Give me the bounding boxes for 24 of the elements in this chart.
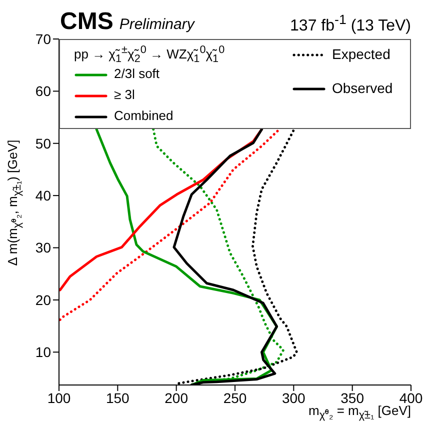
legend-label: 2/3l soft bbox=[114, 66, 160, 81]
x-tick-label: 100 bbox=[47, 390, 71, 406]
y-tick-label: 60 bbox=[35, 83, 52, 100]
x-tick-label: 200 bbox=[164, 390, 188, 406]
y-tick-label: 40 bbox=[35, 188, 52, 204]
text: 137 fb$^{-1}$ (13 TeV) bbox=[290, 12, 411, 36]
legend-label: ≥ 3l bbox=[114, 87, 135, 102]
y-tick-label: 20 bbox=[35, 292, 52, 308]
x-tick-label: 400 bbox=[399, 390, 423, 406]
annotation: Observed bbox=[332, 80, 393, 96]
y-tick-label: 50 bbox=[35, 135, 52, 152]
y-tick-label: 30 bbox=[35, 240, 52, 256]
line-series bbox=[59, 128, 281, 322]
chart-title: CMS bbox=[60, 8, 114, 35]
chart-subtitle: Preliminary bbox=[119, 16, 194, 33]
x-tick-label: 300 bbox=[282, 390, 306, 406]
x-tick-label: 350 bbox=[340, 390, 364, 406]
x-tick-label: 250 bbox=[223, 390, 247, 406]
legend-label: Combined bbox=[114, 108, 174, 123]
y-tick-label: 10 bbox=[35, 344, 52, 360]
y-tick-label: 70 bbox=[35, 30, 52, 47]
x-tick-label: 150 bbox=[106, 390, 130, 406]
x-axis-title: m$_{χ̃⁰₂}$ = m$_{χ̃±₁}$ [GeV] bbox=[308, 403, 411, 422]
annotation: Expected bbox=[332, 46, 390, 62]
